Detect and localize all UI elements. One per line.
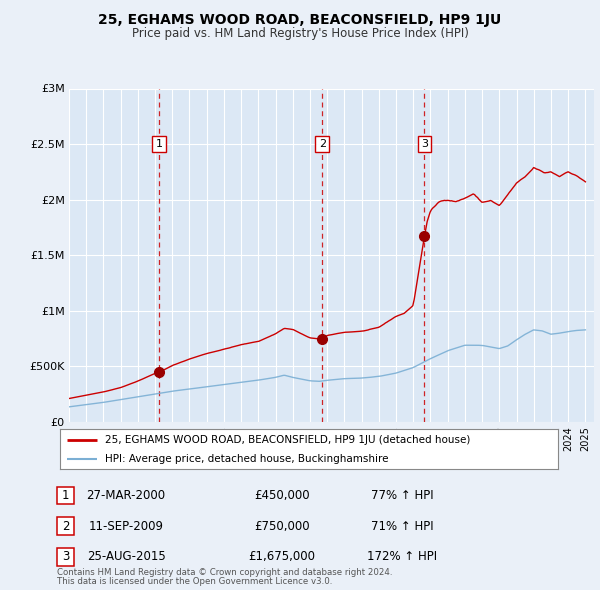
- Text: 71% ↑ HPI: 71% ↑ HPI: [371, 520, 433, 533]
- Text: 1: 1: [62, 489, 69, 502]
- Text: 25, EGHAMS WOOD ROAD, BEACONSFIELD, HP9 1JU (detached house): 25, EGHAMS WOOD ROAD, BEACONSFIELD, HP9 …: [105, 435, 470, 445]
- Text: Contains HM Land Registry data © Crown copyright and database right 2024.: Contains HM Land Registry data © Crown c…: [57, 568, 392, 577]
- Text: 25, EGHAMS WOOD ROAD, BEACONSFIELD, HP9 1JU: 25, EGHAMS WOOD ROAD, BEACONSFIELD, HP9 …: [98, 13, 502, 27]
- Text: 25-AUG-2015: 25-AUG-2015: [86, 550, 166, 563]
- Text: 1: 1: [155, 139, 163, 149]
- Text: 11-SEP-2009: 11-SEP-2009: [89, 520, 163, 533]
- Text: HPI: Average price, detached house, Buckinghamshire: HPI: Average price, detached house, Buck…: [105, 454, 388, 464]
- Text: 3: 3: [62, 550, 69, 563]
- Text: 172% ↑ HPI: 172% ↑ HPI: [367, 550, 437, 563]
- Text: £750,000: £750,000: [254, 520, 310, 533]
- Text: 3: 3: [421, 139, 428, 149]
- Text: £450,000: £450,000: [254, 489, 310, 502]
- Text: 2: 2: [62, 520, 69, 533]
- Text: 27-MAR-2000: 27-MAR-2000: [86, 489, 166, 502]
- Text: This data is licensed under the Open Government Licence v3.0.: This data is licensed under the Open Gov…: [57, 577, 332, 586]
- Text: 2: 2: [319, 139, 326, 149]
- Text: £1,675,000: £1,675,000: [248, 550, 316, 563]
- Text: Price paid vs. HM Land Registry's House Price Index (HPI): Price paid vs. HM Land Registry's House …: [131, 27, 469, 40]
- Text: 77% ↑ HPI: 77% ↑ HPI: [371, 489, 433, 502]
